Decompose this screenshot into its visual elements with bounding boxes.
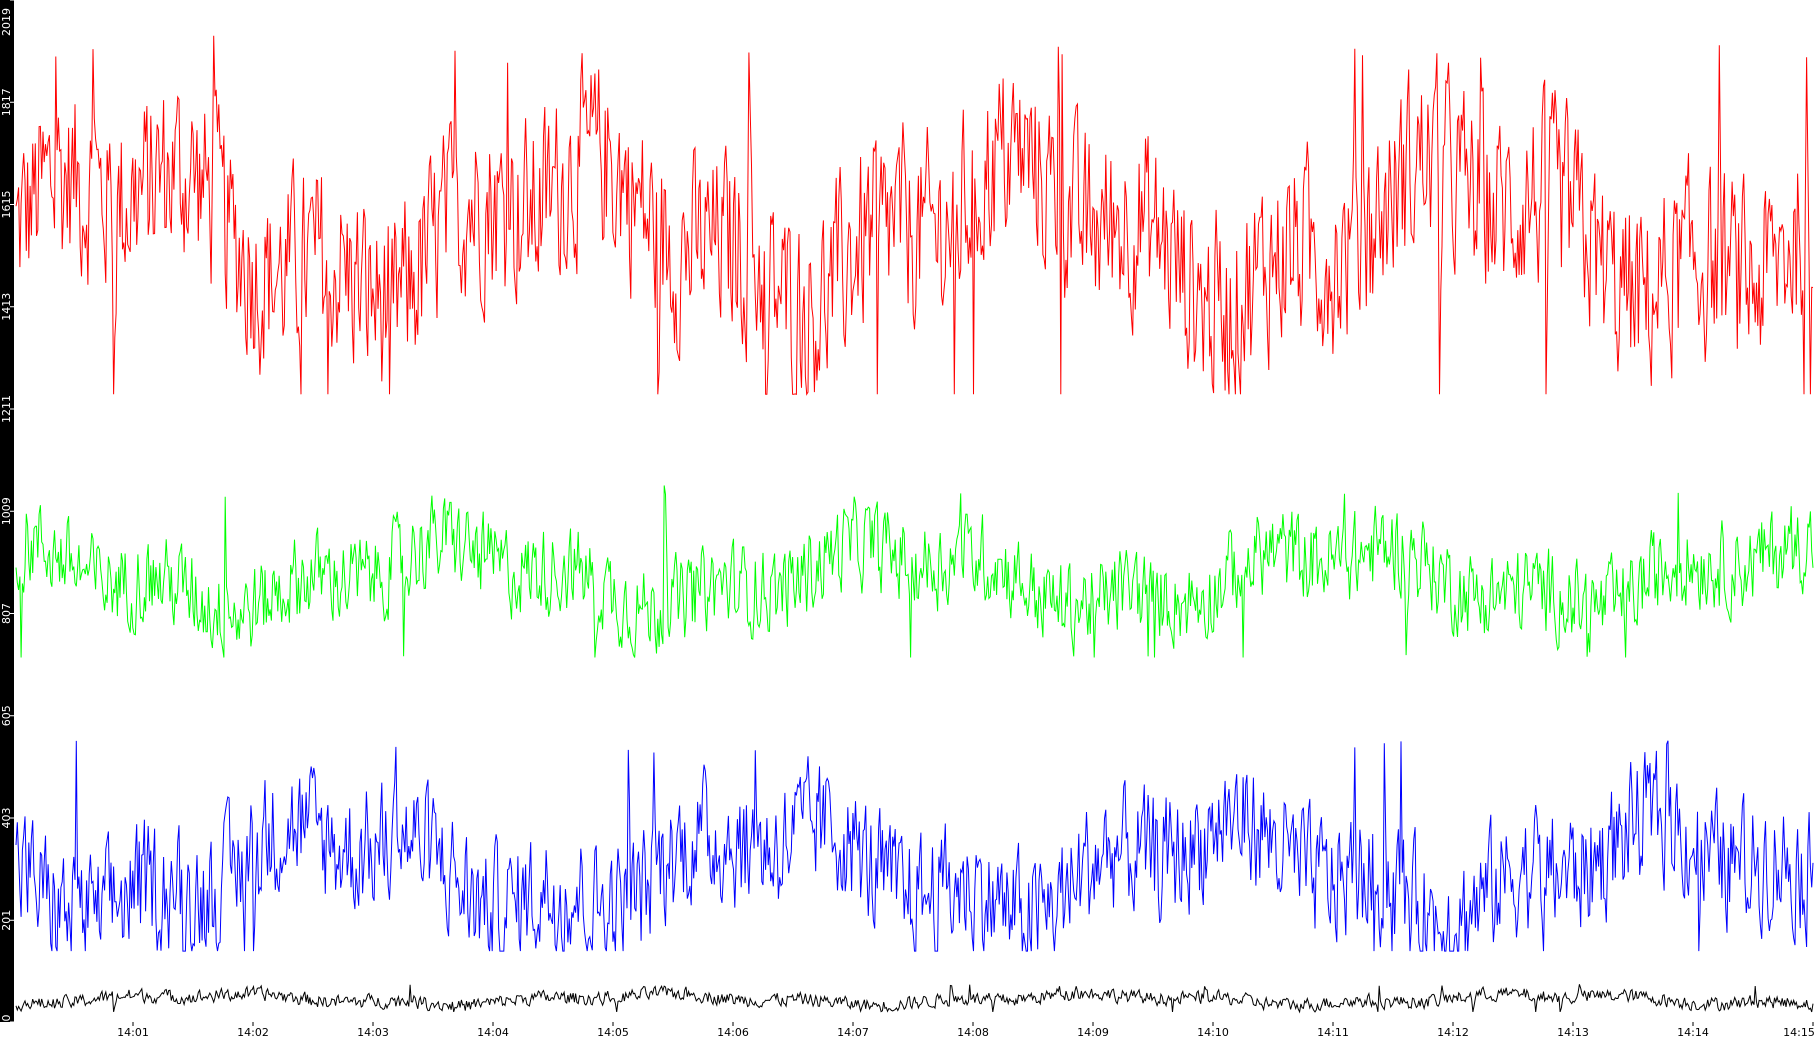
x-tick-label: 14:09 [1077,1026,1109,1039]
x-tick-label: 14:02 [237,1026,269,1039]
y-tick-label: 0 [0,1015,13,1022]
x-tick-label: 14:13 [1557,1026,1589,1039]
x-tick-label: 14:15 [1783,1026,1815,1039]
y-tick-label: 1413 [0,293,13,321]
series-line-1 [15,35,1814,396]
x-axis-ticks: 14:01 14:02 14:03 14:04 14:05 14:06 14:07 14:08… [117,1022,1815,1039]
y-tick-label: 403 [0,808,13,829]
y-tick-label: 201 [0,910,13,931]
series-layer [15,35,1814,1014]
x-tick-label: 14:06 [717,1026,749,1039]
y-axis-band [0,0,14,1039]
x-tick-label: 14:03 [357,1026,389,1039]
series-line-2 [15,485,1814,658]
x-axis-band [0,1022,1815,1039]
y-tick-label: 2019 [0,8,13,36]
x-tick-label: 14:07 [837,1026,869,1039]
y-tick-label: 807 [0,603,13,624]
series-line-4 [15,984,1814,1014]
x-tick-label: 14:08 [957,1026,989,1039]
series-line-3 [15,740,1814,952]
y-tick-label: 1615 [0,191,13,219]
plot-area [14,0,1815,1022]
y-tick-label: 1009 [0,497,13,525]
y-tick-label: 1211 [0,395,13,423]
y-axis-ticks: 0 201 403 605 807 1009 1211 1413 1615 1817 2019 [0,0,14,1023]
x-tick-label: 14:10 [1197,1026,1229,1039]
x-tick-label: 14:04 [477,1026,509,1039]
x-tick-label: 14:01 [117,1026,149,1039]
x-tick-label: 14:11 [1317,1026,1349,1039]
y-tick-label: 1817 [0,88,13,116]
y-tick-label: 605 [0,705,13,726]
x-tick-label: 14:14 [1677,1026,1709,1039]
x-tick-label: 14:05 [597,1026,629,1039]
x-tick-label: 14:12 [1437,1026,1469,1039]
